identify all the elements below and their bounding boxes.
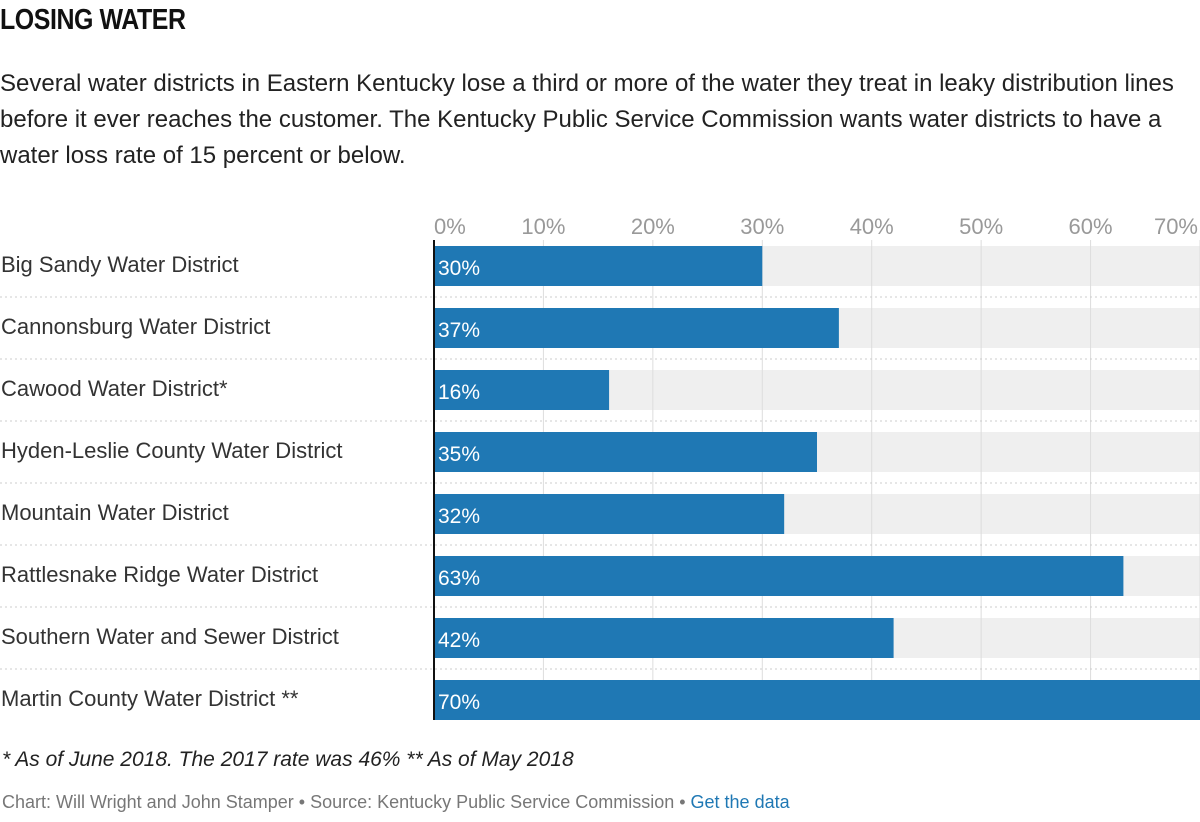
x-tick-label: 70%: [1154, 214, 1198, 239]
bar: [434, 246, 763, 286]
credits: Chart: Will Wright and John Stamper • So…: [2, 792, 790, 813]
value-label: 16%: [438, 381, 480, 404]
chart-subtitle: Several water districts in Eastern Kentu…: [0, 70, 1174, 169]
category-label: Southern Water and Sewer District: [1, 624, 339, 649]
category-label: Rattlesnake Ridge Water District: [1, 562, 318, 587]
get-the-data-link[interactable]: Get the data: [690, 792, 790, 812]
category-label: Cawood Water District*: [1, 376, 228, 401]
x-tick-label: 30%: [740, 214, 784, 239]
bar: [434, 556, 1124, 596]
category-label: Martin County Water District **: [1, 686, 299, 711]
footnote: * As of June 2018. The 2017 rate was 46%…: [2, 748, 574, 771]
bar: [434, 370, 610, 410]
value-label: 63%: [438, 567, 480, 590]
category-label: Hyden-Leslie County Water District: [1, 438, 343, 463]
x-tick-label: 50%: [959, 214, 1003, 239]
x-tick-label: 20%: [631, 214, 675, 239]
chart-title: LOSING WATER: [0, 4, 186, 36]
credits-text: Chart: Will Wright and John Stamper • So…: [2, 792, 691, 812]
x-tick-label: 60%: [1069, 214, 1113, 239]
bar: [434, 308, 839, 348]
x-tick-label: 40%: [850, 214, 894, 239]
category-label: Mountain Water District: [1, 500, 229, 525]
value-label: 35%: [438, 443, 480, 466]
value-label: 32%: [438, 505, 480, 528]
value-label: 30%: [438, 257, 480, 280]
value-label: 70%: [438, 691, 480, 714]
category-label: Cannonsburg Water District: [1, 314, 270, 339]
bar: [434, 432, 817, 472]
bar-chart: 0% 10% 20% 30% 40% 50% 60% 70% Big Sandy Water D…: [0, 214, 1200, 720]
x-tick-label: 0%: [434, 214, 466, 239]
category-label: Big Sandy Water District: [1, 252, 239, 277]
bar: [434, 680, 1200, 720]
value-label: 42%: [438, 629, 480, 652]
x-tick-label: 10%: [521, 214, 565, 239]
bar: [434, 618, 894, 658]
bar: [434, 494, 785, 534]
value-label: 37%: [438, 319, 480, 342]
